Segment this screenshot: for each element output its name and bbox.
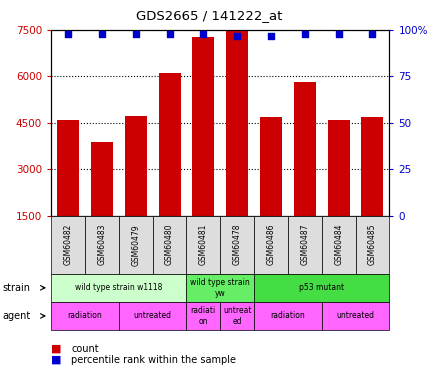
Point — [234, 33, 241, 39]
Text: radiation: radiation — [68, 311, 102, 320]
Text: untreated: untreated — [336, 311, 375, 320]
Point — [301, 31, 308, 37]
Text: p53 mutant: p53 mutant — [299, 284, 344, 292]
Text: wild type strain
yw: wild type strain yw — [190, 278, 250, 297]
Bar — [226, 28, 248, 216]
Bar — [328, 120, 350, 216]
Text: radiati
on: radiati on — [191, 306, 216, 326]
Bar — [125, 116, 147, 216]
Bar — [57, 120, 79, 216]
Bar — [260, 117, 282, 216]
Text: GDS2665 / 141222_at: GDS2665 / 141222_at — [136, 9, 282, 22]
Text: GSM60483: GSM60483 — [97, 224, 106, 266]
Bar — [294, 82, 316, 216]
Text: untreated: untreated — [134, 311, 172, 320]
Point — [369, 31, 376, 37]
Bar — [158, 74, 181, 216]
Text: GSM60484: GSM60484 — [334, 224, 343, 266]
Point — [132, 31, 139, 37]
Text: GSM60487: GSM60487 — [300, 224, 309, 266]
Bar — [361, 117, 384, 216]
Text: GSM60481: GSM60481 — [199, 224, 208, 266]
Text: ■: ■ — [51, 344, 62, 354]
Text: percentile rank within the sample: percentile rank within the sample — [71, 355, 236, 365]
Text: ■: ■ — [51, 355, 62, 365]
Text: radiation: radiation — [271, 311, 305, 320]
Text: GSM60479: GSM60479 — [131, 224, 140, 266]
Text: GSM60486: GSM60486 — [267, 224, 275, 266]
Text: GSM60480: GSM60480 — [165, 224, 174, 266]
Bar — [192, 37, 214, 216]
Point — [200, 31, 207, 37]
Point — [335, 31, 342, 37]
Text: GSM60482: GSM60482 — [64, 224, 73, 266]
Text: strain: strain — [2, 283, 30, 293]
Point — [267, 33, 275, 39]
Bar — [91, 142, 113, 216]
Point — [166, 31, 173, 37]
Text: count: count — [71, 344, 99, 354]
Point — [65, 31, 72, 37]
Text: GSM60485: GSM60485 — [368, 224, 377, 266]
Text: untreat
ed: untreat ed — [223, 306, 251, 326]
Text: agent: agent — [2, 311, 30, 321]
Point — [98, 31, 105, 37]
Text: wild type strain w1118: wild type strain w1118 — [75, 284, 162, 292]
Text: GSM60478: GSM60478 — [233, 224, 242, 266]
